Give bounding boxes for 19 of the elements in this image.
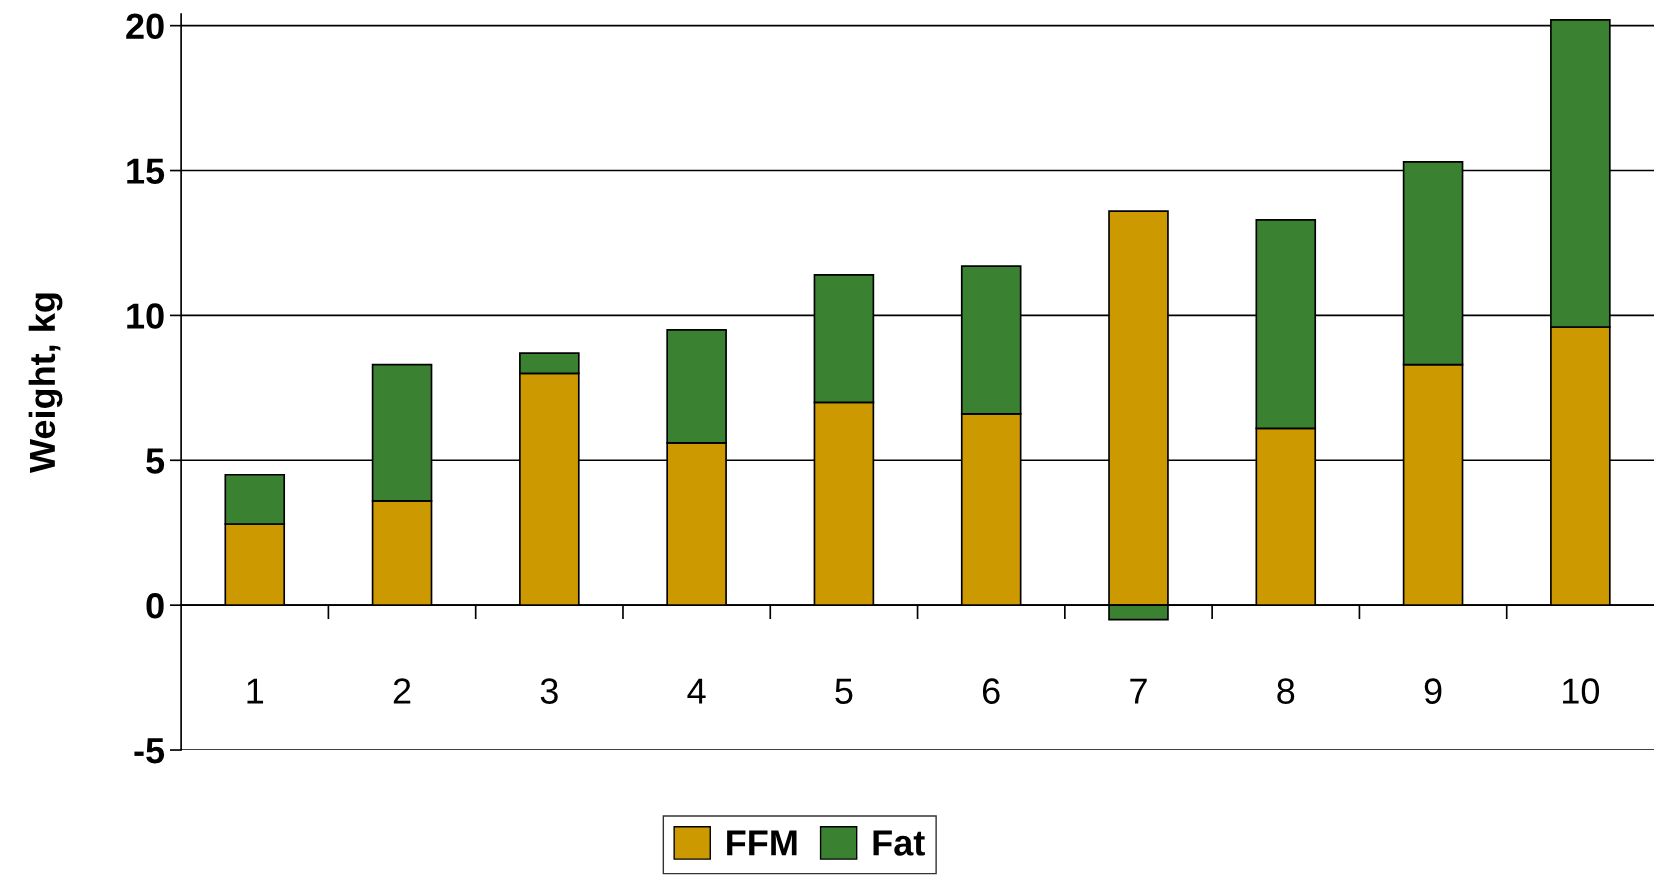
y-tick-label: -5 <box>134 738 165 764</box>
legend-label: FFM <box>727 830 797 856</box>
x-tick-label: 6 <box>982 678 1000 704</box>
x-tick-label: 3 <box>540 678 558 704</box>
x-tick-label: 1 <box>247 678 264 704</box>
y-axis-title: Weight, kg <box>28 293 63 473</box>
x-tick-label: 8 <box>1277 678 1295 704</box>
y-tick-label: 5 <box>146 448 165 474</box>
y-tick-label: 10 <box>127 303 164 329</box>
y-tick-label: 20 <box>126 13 164 40</box>
x-tick-label: 10 <box>1563 678 1600 704</box>
y-tick-label: 0 <box>146 593 164 619</box>
x-tick-label: 9 <box>1424 678 1442 704</box>
x-tick-label: 5 <box>835 678 853 704</box>
y-tick-label: 15 <box>127 158 165 184</box>
x-tick-label: 2 <box>393 678 411 704</box>
legend-label: Fat <box>873 830 925 856</box>
x-tick-label: 4 <box>687 678 706 704</box>
x-tick-label: 7 <box>1130 678 1147 704</box>
